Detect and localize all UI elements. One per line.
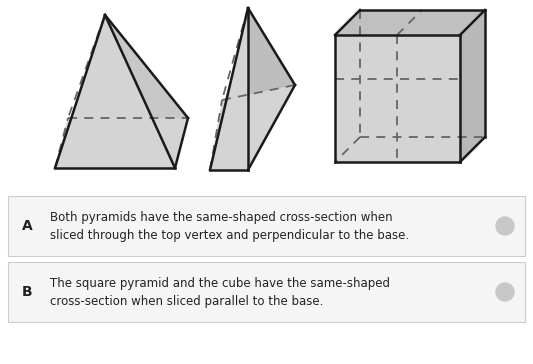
Text: The square pyramid and the cube have the same-shaped: The square pyramid and the cube have the… <box>50 277 390 290</box>
Text: B: B <box>22 285 33 299</box>
Polygon shape <box>248 8 295 170</box>
Circle shape <box>496 283 514 301</box>
Text: sliced through the top vertex and perpendicular to the base.: sliced through the top vertex and perpen… <box>50 229 409 241</box>
Polygon shape <box>55 118 188 168</box>
Polygon shape <box>335 10 485 35</box>
Polygon shape <box>210 85 295 170</box>
Circle shape <box>496 217 514 235</box>
Text: cross-section when sliced parallel to the base.: cross-section when sliced parallel to th… <box>50 294 324 308</box>
Polygon shape <box>460 10 485 162</box>
Polygon shape <box>105 15 188 168</box>
Polygon shape <box>210 8 248 170</box>
Polygon shape <box>55 15 175 168</box>
Text: A: A <box>22 219 33 233</box>
FancyBboxPatch shape <box>8 262 525 322</box>
Text: Both pyramids have the same-shaped cross-section when: Both pyramids have the same-shaped cross… <box>50 211 393 225</box>
FancyBboxPatch shape <box>8 196 525 256</box>
Polygon shape <box>335 35 460 162</box>
